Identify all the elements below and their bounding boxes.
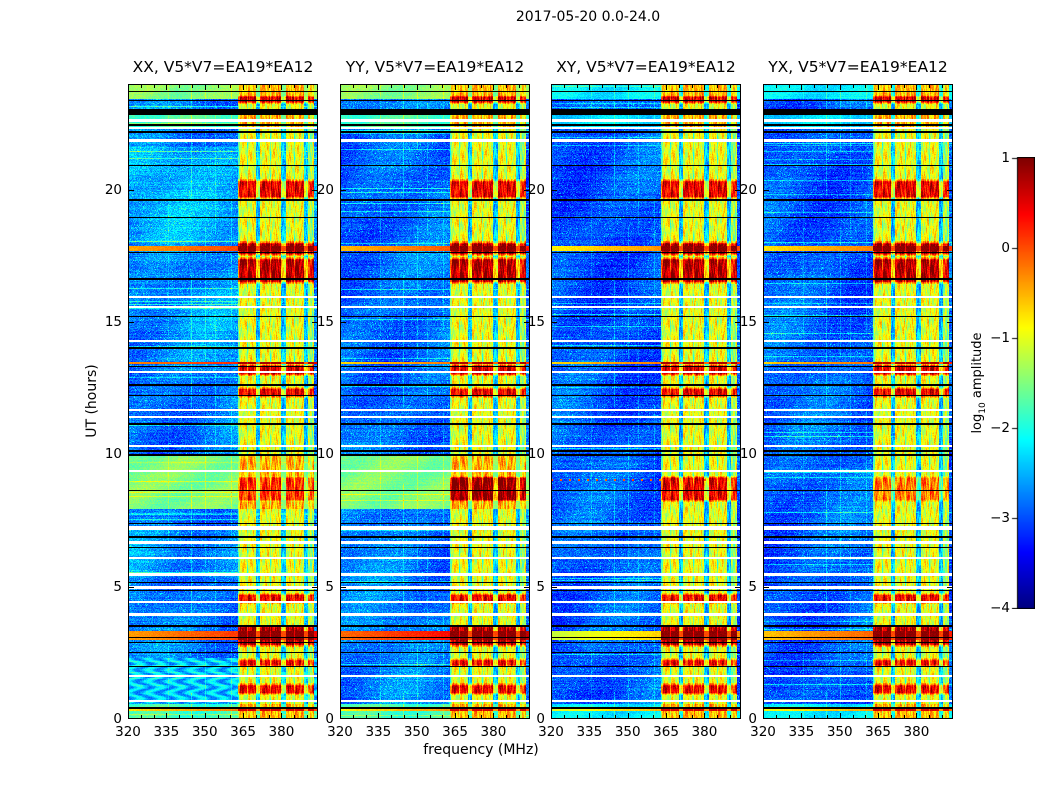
y-tick-label: 10 [316,446,334,463]
x-tick-label: 320 [750,724,776,740]
x-tick-label: 380 [903,724,930,740]
y-tick-label: 15 [739,314,757,331]
x-tick-label: 320 [327,724,353,740]
colorbar-tick-label: −4 [990,600,1010,616]
x-axis-label: frequency (MHz) [423,742,539,758]
colorbar-tick-label: 0 [1001,240,1010,256]
x-tick-label: 350 [191,724,218,740]
y-tick-label: 5 [325,578,334,595]
spectrogram-panel-yx [763,84,953,719]
x-tick-label: 335 [788,724,815,740]
panel-title-yx: YX, V5*V7=EA19*EA12 [768,58,948,76]
y-tick-label: 5 [536,578,545,595]
x-tick-label: 365 [865,724,891,740]
y-tick-label: 10 [104,446,122,463]
y-tick-label: 20 [104,181,122,198]
y-tick-label: 15 [104,314,122,331]
y-axis-label: UT (hours) [84,364,100,438]
x-tick-label: 380 [480,724,507,740]
colorbar-tick-label: 1 [1001,150,1010,166]
y-tick-label: 0 [113,711,122,727]
y-tick-label: 15 [316,314,334,331]
y-tick-label: 20 [527,181,545,198]
y-tick-label: 0 [748,711,757,727]
figure-suptitle: 2017-05-20 0.0-24.0 [515,9,661,25]
x-tick-label: 320 [538,724,564,740]
y-tick-label: 15 [527,314,545,331]
spectrogram-panel-xx [128,84,318,719]
colorbar [1011,157,1035,609]
x-tick-label: 350 [614,724,641,740]
x-tick-label: 335 [576,724,603,740]
y-tick-label: 5 [748,578,757,595]
x-tick-label: 380 [268,724,295,740]
y-tick-label: 0 [536,711,545,727]
x-tick-label: 350 [826,724,853,740]
y-tick-label: 10 [739,446,757,463]
colorbar-tick-label: −3 [990,510,1010,526]
x-tick-label: 320 [115,724,141,740]
panel-title-xy: XY, V5*V7=EA19*EA12 [556,58,736,76]
y-tick-label: 20 [739,181,757,198]
colorbar-tick-label: −2 [990,420,1010,436]
panel-title-yy: YY, V5*V7=EA19*EA12 [345,58,525,76]
spectrogram-panel-xy [551,84,741,719]
y-tick-label: 0 [325,711,334,727]
x-tick-label: 335 [365,724,392,740]
x-tick-label: 335 [153,724,180,740]
y-tick-label: 5 [113,578,122,595]
spectrogram-panel-yy [340,84,530,719]
colorbar-tick-label: −1 [990,330,1010,346]
x-tick-label: 365 [653,724,679,740]
x-tick-label: 365 [230,724,256,740]
y-tick-label: 20 [316,181,334,198]
y-tick-label: 10 [527,446,545,463]
x-tick-label: 365 [442,724,468,740]
x-tick-label: 380 [691,724,718,740]
panel-title-xx: XX, V5*V7=EA19*EA12 [132,58,314,76]
x-tick-label: 350 [403,724,430,740]
